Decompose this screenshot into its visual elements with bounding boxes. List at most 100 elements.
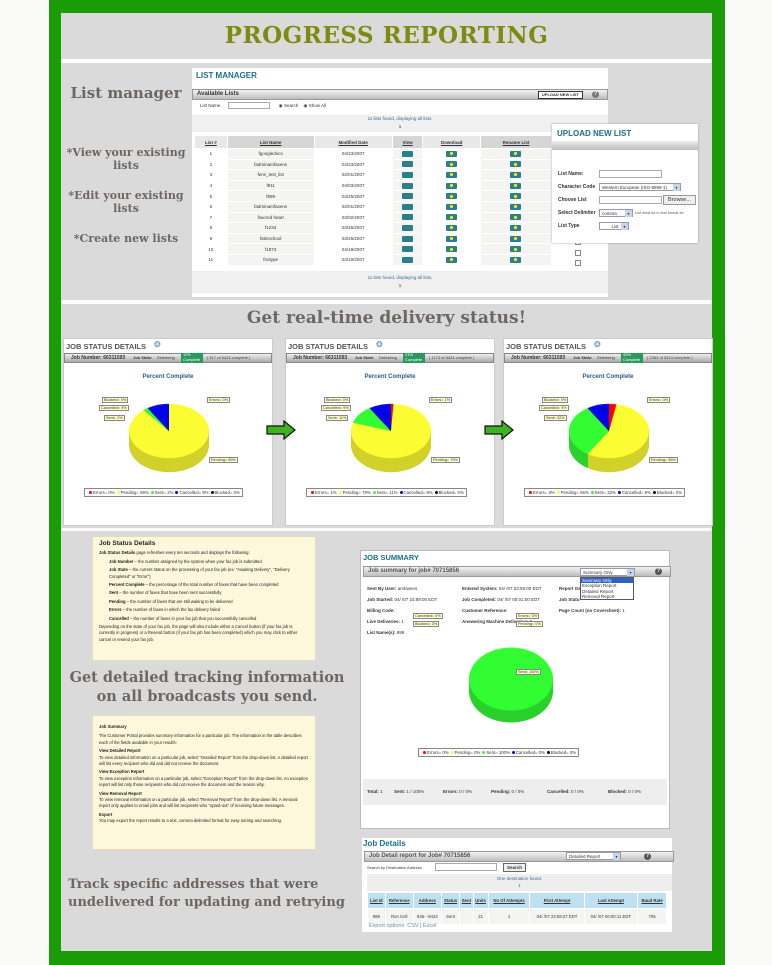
download-button[interactable] xyxy=(446,182,458,189)
export-csv-link[interactable]: CSV xyxy=(407,923,419,929)
list-name[interactable]: fadminamfaxens xyxy=(226,158,315,171)
download-button[interactable] xyxy=(446,203,458,210)
rename-button[interactable] xyxy=(510,171,522,178)
column-header[interactable]: Units xyxy=(472,892,489,909)
list-name[interactable]: f1234 xyxy=(226,222,315,234)
rename-button[interactable] xyxy=(510,150,522,157)
help-section-text: To view removal information on a particu… xyxy=(99,797,298,809)
view-button[interactable] xyxy=(402,171,414,178)
download-button[interactable] xyxy=(446,235,458,242)
chevron-down-icon: ▾ xyxy=(627,569,634,576)
page-link[interactable]: 1 xyxy=(518,883,521,888)
detail-report-select[interactable]: Detailed Report ▾ xyxy=(566,852,621,860)
list-name[interactable]: fadminamfaxens xyxy=(226,200,315,213)
help-section-title: View Removal Report xyxy=(99,790,142,796)
download-button[interactable] xyxy=(446,171,458,178)
column-header[interactable]: Modified Date xyxy=(313,135,393,149)
upload-new-list-button[interactable]: UPLOAD NEW LIST xyxy=(537,91,583,99)
list-name[interactable]: fens_test_list xyxy=(226,169,315,181)
show-all-radio[interactable]: ◉ xyxy=(303,103,308,108)
rename-button[interactable] xyxy=(510,246,522,253)
browse-button[interactable]: Browse... xyxy=(663,195,696,205)
list-name[interactable]: fsacred heart xyxy=(226,211,315,224)
rename-button[interactable] xyxy=(510,193,522,200)
refresh-icon[interactable]: ❂ xyxy=(594,340,601,349)
view-button-cell xyxy=(391,179,424,192)
export-excel-link[interactable]: Excel xyxy=(423,923,437,929)
column-header[interactable]: Last Attempt xyxy=(583,892,639,909)
rename-button[interactable] xyxy=(510,214,522,221)
rename-button-cell xyxy=(479,158,553,171)
download-button-cell xyxy=(422,211,481,224)
report-type-select[interactable]: Summary Only ▾ xyxy=(580,568,635,576)
list-name[interactable]: fatinschool xyxy=(226,232,315,245)
download-button-cell xyxy=(422,190,481,202)
column-header[interactable]: Baud Rate xyxy=(637,892,667,909)
rename-button[interactable] xyxy=(510,203,522,210)
pagination-top: 11 lists found, displaying all lists. 1 xyxy=(192,115,608,132)
view-button[interactable] xyxy=(402,161,414,168)
view-button[interactable] xyxy=(402,246,414,253)
column-header[interactable]: No Of Attempts xyxy=(487,892,531,909)
page-link[interactable]: 1 xyxy=(398,124,402,129)
column-header[interactable]: Address xyxy=(412,892,442,909)
dropdown-option[interactable]: Removal Report xyxy=(582,593,615,599)
download-button[interactable] xyxy=(446,214,458,221)
column-header[interactable]: List # xyxy=(194,135,228,149)
rename-button[interactable] xyxy=(510,182,522,189)
rename-button[interactable] xyxy=(510,224,522,231)
column-header[interactable]: First Attempt xyxy=(529,892,585,909)
column-header[interactable]: List Id xyxy=(367,892,386,909)
list-name[interactable]: f999 xyxy=(226,190,315,202)
help-icon[interactable]: ? xyxy=(644,853,651,860)
search-address-input[interactable] xyxy=(435,863,497,871)
list-type-select[interactable]: List ▾ xyxy=(599,222,629,230)
list-name[interactable]: f911 xyxy=(226,179,315,192)
view-button[interactable] xyxy=(402,182,414,189)
column-header[interactable]: Sent xyxy=(459,892,474,909)
char-code-select[interactable]: Western European (ISO-8859-1) ▾ xyxy=(599,183,681,191)
column-header[interactable]: Status xyxy=(440,892,461,909)
download-button[interactable] xyxy=(446,161,458,168)
upload-list-name-input[interactable] xyxy=(599,170,662,178)
help-icon[interactable]: ? xyxy=(655,568,662,575)
download-button[interactable] xyxy=(446,256,458,263)
dropdown-option[interactable]: Detailed Report xyxy=(582,588,614,594)
column-header[interactable]: Reference xyxy=(384,892,414,909)
list-name[interactable]: fgoogledocs xyxy=(226,148,315,160)
row-checkbox[interactable] xyxy=(575,260,581,267)
page-link[interactable]: 1 xyxy=(398,283,402,288)
row-checkbox[interactable] xyxy=(575,249,581,256)
column-header[interactable]: List Name xyxy=(226,135,315,149)
rename-button[interactable] xyxy=(510,235,522,242)
list-name[interactable]: f1873 xyxy=(226,243,315,255)
total-value: 0 / 0% xyxy=(571,789,584,794)
rename-button[interactable] xyxy=(510,161,522,168)
rename-button[interactable] xyxy=(510,256,522,263)
dropdown-option[interactable]: Exception Report xyxy=(582,583,617,589)
download-button[interactable] xyxy=(446,224,458,231)
view-button[interactable] xyxy=(402,235,414,242)
list-name[interactable]: fnotype xyxy=(226,253,315,266)
search-radio[interactable]: ◉ xyxy=(278,103,283,108)
refresh-icon[interactable]: ❂ xyxy=(376,340,383,349)
list-name-input[interactable] xyxy=(227,102,270,110)
view-button[interactable] xyxy=(402,214,414,221)
refresh-icon[interactable]: ❂ xyxy=(154,340,161,349)
view-button[interactable] xyxy=(402,224,414,231)
choose-list-input[interactable] xyxy=(599,196,662,204)
help-definition: – the percentage of the total number of … xyxy=(144,582,279,588)
help-definition: – the number of faxes that are still wai… xyxy=(125,598,233,604)
view-button[interactable] xyxy=(402,203,414,210)
download-button[interactable] xyxy=(446,246,458,253)
download-button[interactable] xyxy=(446,150,458,157)
delimiter-select[interactable]: comma ▾ xyxy=(599,209,633,217)
view-button[interactable] xyxy=(402,256,414,263)
callout-blocked: Blocked= 0% xyxy=(102,397,129,403)
view-button[interactable] xyxy=(402,150,414,157)
help-icon[interactable]: ? xyxy=(592,91,599,98)
view-button[interactable] xyxy=(402,193,414,200)
download-button[interactable] xyxy=(446,193,458,200)
search-button[interactable]: Search xyxy=(503,863,527,872)
dropdown-option[interactable]: Summary Only xyxy=(581,578,633,584)
